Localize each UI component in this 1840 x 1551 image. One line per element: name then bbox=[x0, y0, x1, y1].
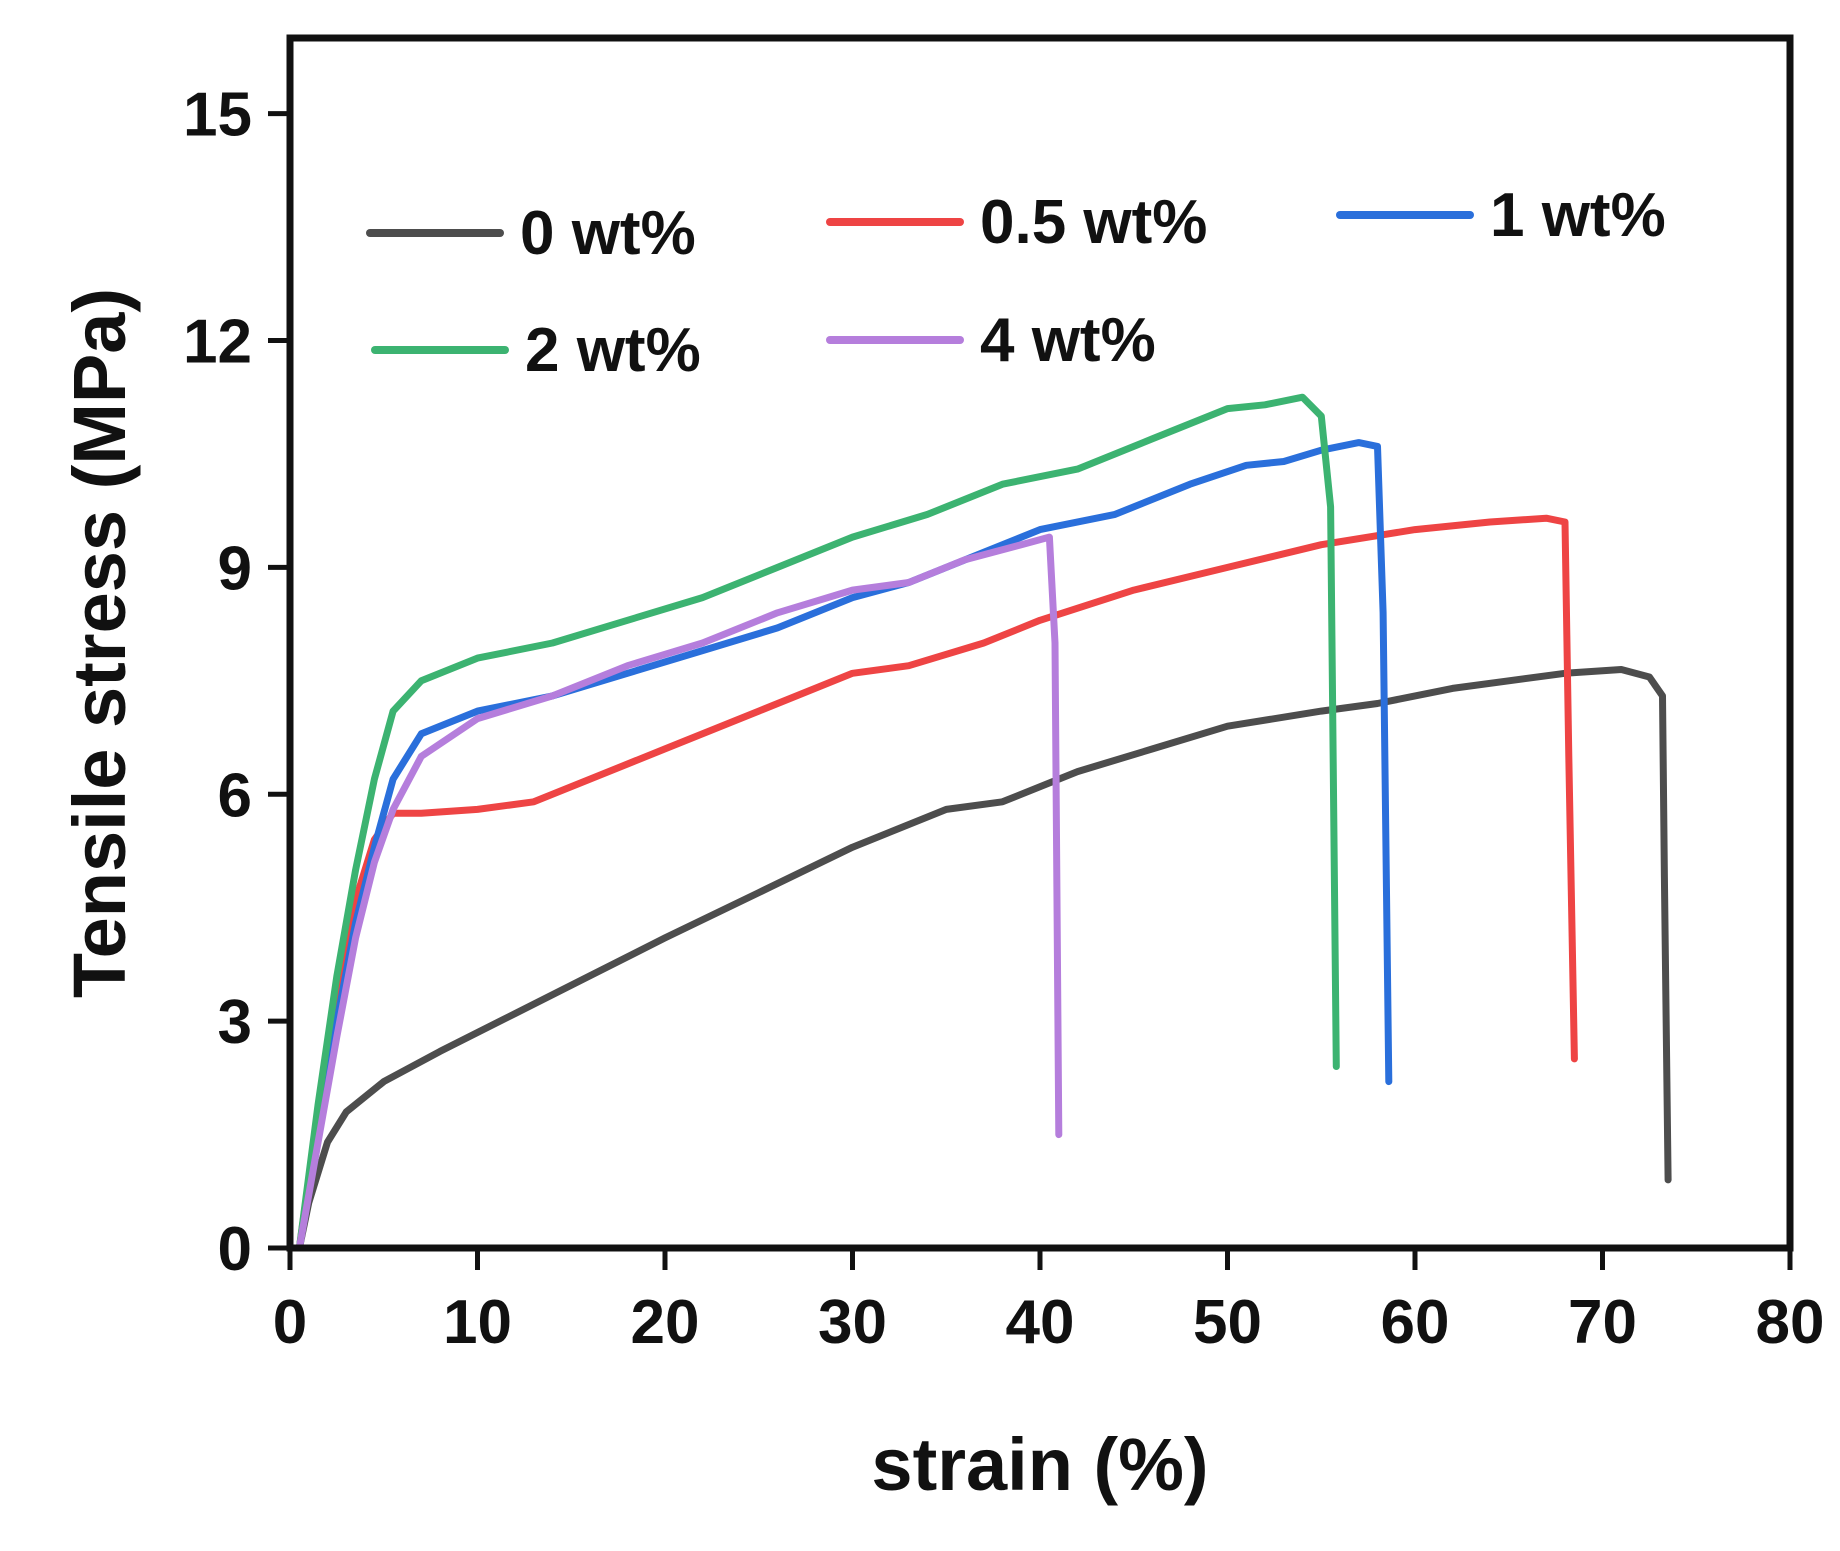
x-tick-label: 0 bbox=[273, 1288, 307, 1357]
x-tick-label: 30 bbox=[818, 1288, 887, 1357]
x-tick-label: 80 bbox=[1756, 1288, 1825, 1357]
legend-label: 0.5 wt% bbox=[980, 188, 1207, 257]
legend-label: 1 wt% bbox=[1490, 181, 1666, 250]
legend: 0 wt% 0.5 wt% 1 wt% 2 wt% 4 wt% bbox=[366, 181, 1666, 385]
x-tick-label: 10 bbox=[443, 1288, 512, 1357]
legend-label: 2 wt% bbox=[525, 316, 701, 385]
x-tick-label: 60 bbox=[1381, 1288, 1450, 1357]
y-tick-label: 12 bbox=[183, 308, 252, 377]
series-line-1-wt- bbox=[295, 439, 1393, 1252]
y-tick-label: 15 bbox=[183, 81, 252, 150]
y-tick-label: 9 bbox=[218, 534, 252, 603]
series-line-4-wt- bbox=[295, 533, 1063, 1252]
y-tick-label: 6 bbox=[218, 761, 252, 830]
series-layer bbox=[295, 393, 1672, 1252]
x-tick-label: 40 bbox=[1006, 1288, 1075, 1357]
x-tick-label: 50 bbox=[1193, 1288, 1262, 1357]
legend-label: 4 wt% bbox=[980, 306, 1156, 375]
y-tick-label: 0 bbox=[218, 1215, 252, 1284]
y-tick-label: 3 bbox=[218, 988, 252, 1057]
y-axis-title: Tensile stress (MPa) bbox=[58, 288, 141, 998]
axis-ticks-layer: 0 10 20 30 40 50 60 70 80 0 3 6 9 12 15 bbox=[183, 81, 1824, 1357]
x-tick-label: 20 bbox=[631, 1288, 700, 1357]
x-tick-label: 70 bbox=[1568, 1288, 1637, 1357]
series-line-0-wt- bbox=[295, 666, 1672, 1252]
series-line-2-wt- bbox=[295, 393, 1340, 1252]
legend-label: 0 wt% bbox=[520, 199, 696, 268]
plot-frame bbox=[286, 34, 1794, 1252]
x-axis-title: strain (%) bbox=[871, 1423, 1208, 1506]
